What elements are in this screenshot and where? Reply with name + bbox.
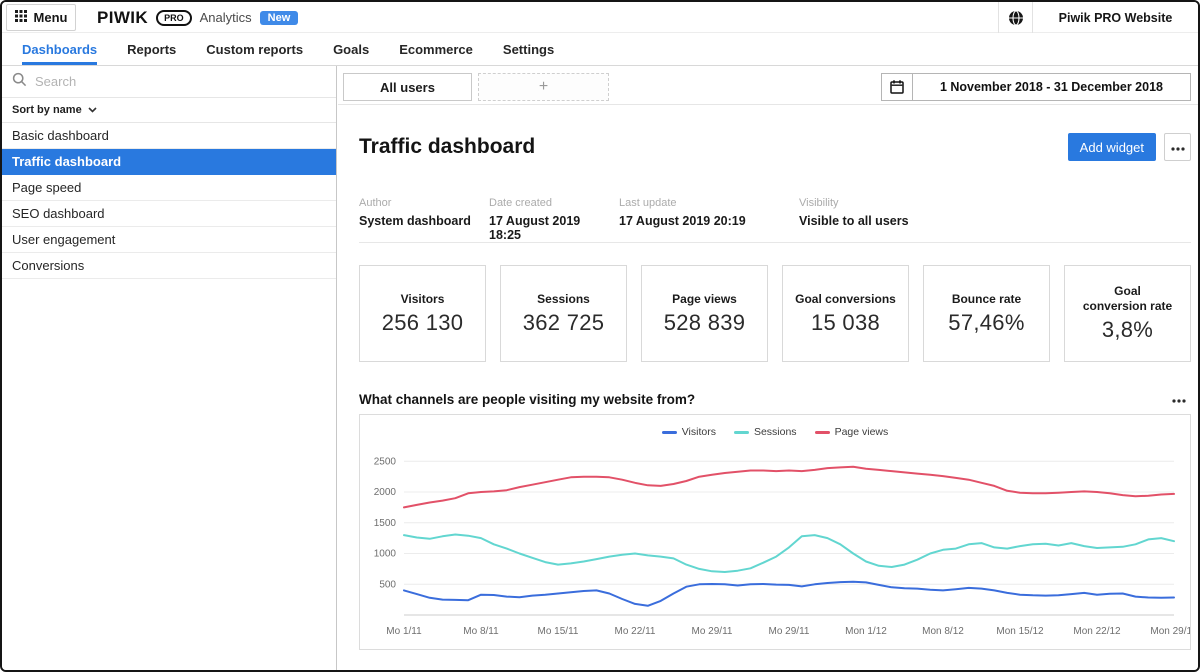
sort-label: Sort by name xyxy=(12,104,82,116)
search-row xyxy=(2,66,336,98)
svg-text:Mon 22/12: Mon 22/12 xyxy=(1073,626,1121,637)
sidebar-item-seo-dashboard[interactable]: SEO dashboard xyxy=(2,201,336,227)
site-picker[interactable]: Piwik PRO Website xyxy=(998,2,1198,33)
legend-item-visitors[interactable]: Visitors xyxy=(662,426,716,438)
traffic-chart-svg: 500 1000 1500 2000 2500 Mo 1/11 Mo 8/11 Mo 15/1… xyxy=(360,443,1190,641)
site-name: Piwik PRO Website xyxy=(1033,2,1198,33)
menu-button[interactable]: Menu xyxy=(6,4,76,31)
sidebar-item-page-speed[interactable]: Page speed xyxy=(2,175,336,201)
kpi-card-goal-conversions: Goal conversions 15 038 xyxy=(782,265,909,362)
logo-wordmark: PIWIK xyxy=(97,8,148,28)
tab-custom-reports[interactable]: Custom reports xyxy=(206,34,303,65)
kpi-row: Visitors 256 130 Sessions 362 725 Page v… xyxy=(359,265,1191,362)
svg-text:Mon 8/12: Mon 8/12 xyxy=(922,626,964,637)
dashboard-sidebar: Sort by name Basic dashboard Traffic das… xyxy=(2,66,337,670)
widget-more-button[interactable] xyxy=(1167,391,1191,407)
meta-visibility: Visibility Visible to all users xyxy=(799,197,919,242)
top-bar: Menu PIWIK PRO Analytics New Piwik PRO W… xyxy=(2,2,1198,33)
svg-text:1000: 1000 xyxy=(374,549,397,560)
channels-chart-card: Visitors Sessions Page views 500 1000 1500… xyxy=(359,414,1191,650)
dashboard-content: All users + 1 November 2018 - 31 Decembe… xyxy=(338,66,1198,670)
ellipsis-icon xyxy=(1171,138,1185,156)
widget-title: What channels are people visiting my web… xyxy=(359,392,695,407)
kpi-card-page-views: Page views 528 839 xyxy=(641,265,768,362)
svg-text:Mo 22/11: Mo 22/11 xyxy=(615,626,656,637)
date-range-picker[interactable]: 1 November 2018 - 31 December 2018 xyxy=(881,73,1191,101)
product-name: Analytics xyxy=(200,10,252,25)
sidebar-item-conversions[interactable]: Conversions xyxy=(2,253,336,279)
sessions-line-swatch xyxy=(734,431,749,434)
tab-reports[interactable]: Reports xyxy=(127,34,176,65)
meta-author: Author System dashboard xyxy=(359,197,489,242)
sidebar-item-user-engagement[interactable]: User engagement xyxy=(2,227,336,253)
piwik-pro-logo: PIWIK PRO Analytics New xyxy=(97,2,298,33)
tab-goals[interactable]: Goals xyxy=(333,34,369,65)
search-icon xyxy=(12,72,27,92)
page-views-line-swatch xyxy=(815,431,830,434)
app-window: Menu PIWIK PRO Analytics New Piwik PRO W… xyxy=(0,0,1200,672)
apps-grid-icon xyxy=(15,10,27,25)
sidebar-item-traffic-dashboard[interactable]: Traffic dashboard xyxy=(2,149,336,175)
kpi-card-sessions: Sessions 362 725 xyxy=(500,265,627,362)
meta-date-created: Date created 17 August 2019 18:25 xyxy=(489,197,619,242)
ellipsis-icon xyxy=(1172,390,1186,408)
chart-legend: Visitors Sessions Page views xyxy=(360,415,1190,443)
meta-divider xyxy=(359,242,1191,243)
page-title: Traffic dashboard xyxy=(359,132,1191,162)
widget-header: What channels are people visiting my web… xyxy=(359,390,1191,408)
svg-text:Mo 8/11: Mo 8/11 xyxy=(463,626,499,637)
segment-strip: All users + 1 November 2018 - 31 Decembe… xyxy=(338,66,1198,105)
svg-text:2500: 2500 xyxy=(374,456,397,467)
svg-text:Mon 1/12: Mon 1/12 xyxy=(845,626,887,637)
svg-text:Mon 29/12: Mon 29/12 xyxy=(1150,626,1190,637)
svg-text:Mon 15/12: Mon 15/12 xyxy=(996,626,1044,637)
tab-settings[interactable]: Settings xyxy=(503,34,554,65)
svg-text:500: 500 xyxy=(379,579,396,590)
svg-text:Mo 29/11: Mo 29/11 xyxy=(692,626,733,637)
tab-ecommerce[interactable]: Ecommerce xyxy=(399,34,473,65)
add-segment-button[interactable]: + xyxy=(478,73,609,101)
kpi-card-goal-conversion-rate: Goal conversion rate 3,8% xyxy=(1064,265,1191,362)
add-widget-button[interactable]: Add widget xyxy=(1068,133,1156,161)
sort-by-name-dropdown[interactable]: Sort by name xyxy=(2,98,336,123)
svg-text:2000: 2000 xyxy=(374,487,397,498)
segment-tab-all-users[interactable]: All users xyxy=(343,73,472,101)
legend-item-sessions[interactable]: Sessions xyxy=(734,426,797,438)
visitors-line-swatch xyxy=(662,431,677,434)
new-badge: New xyxy=(260,11,299,25)
kpi-card-visitors: Visitors 256 130 xyxy=(359,265,486,362)
meta-last-update: Last update 17 August 2019 20:19 xyxy=(619,197,799,242)
svg-text:Mo 1/11: Mo 1/11 xyxy=(386,626,422,637)
sidebar-item-basic-dashboard[interactable]: Basic dashboard xyxy=(2,123,336,149)
menu-label: Menu xyxy=(34,10,68,25)
kpi-card-bounce-rate: Bounce rate 57,46% xyxy=(923,265,1050,362)
svg-text:1500: 1500 xyxy=(374,518,397,529)
main-nav: Dashboards Reports Custom reports Goals … xyxy=(2,34,1198,66)
globe-icon xyxy=(999,2,1033,33)
chevron-down-icon xyxy=(88,104,97,116)
calendar-icon xyxy=(882,74,913,100)
svg-text:Mo 29/11: Mo 29/11 xyxy=(769,626,810,637)
svg-text:Mo 15/11: Mo 15/11 xyxy=(538,626,579,637)
legend-item-page-views[interactable]: Page views xyxy=(815,426,889,438)
dashboard-more-button[interactable] xyxy=(1164,133,1191,161)
dashboard-header: Traffic dashboard Add widget xyxy=(359,132,1191,162)
date-range-value: 1 November 2018 - 31 December 2018 xyxy=(913,74,1190,100)
dashboard-meta: Author System dashboard Date created 17 … xyxy=(359,197,919,242)
search-input[interactable] xyxy=(35,74,326,89)
logo-pro-pill: PRO xyxy=(156,10,192,26)
tab-dashboards[interactable]: Dashboards xyxy=(22,34,97,65)
